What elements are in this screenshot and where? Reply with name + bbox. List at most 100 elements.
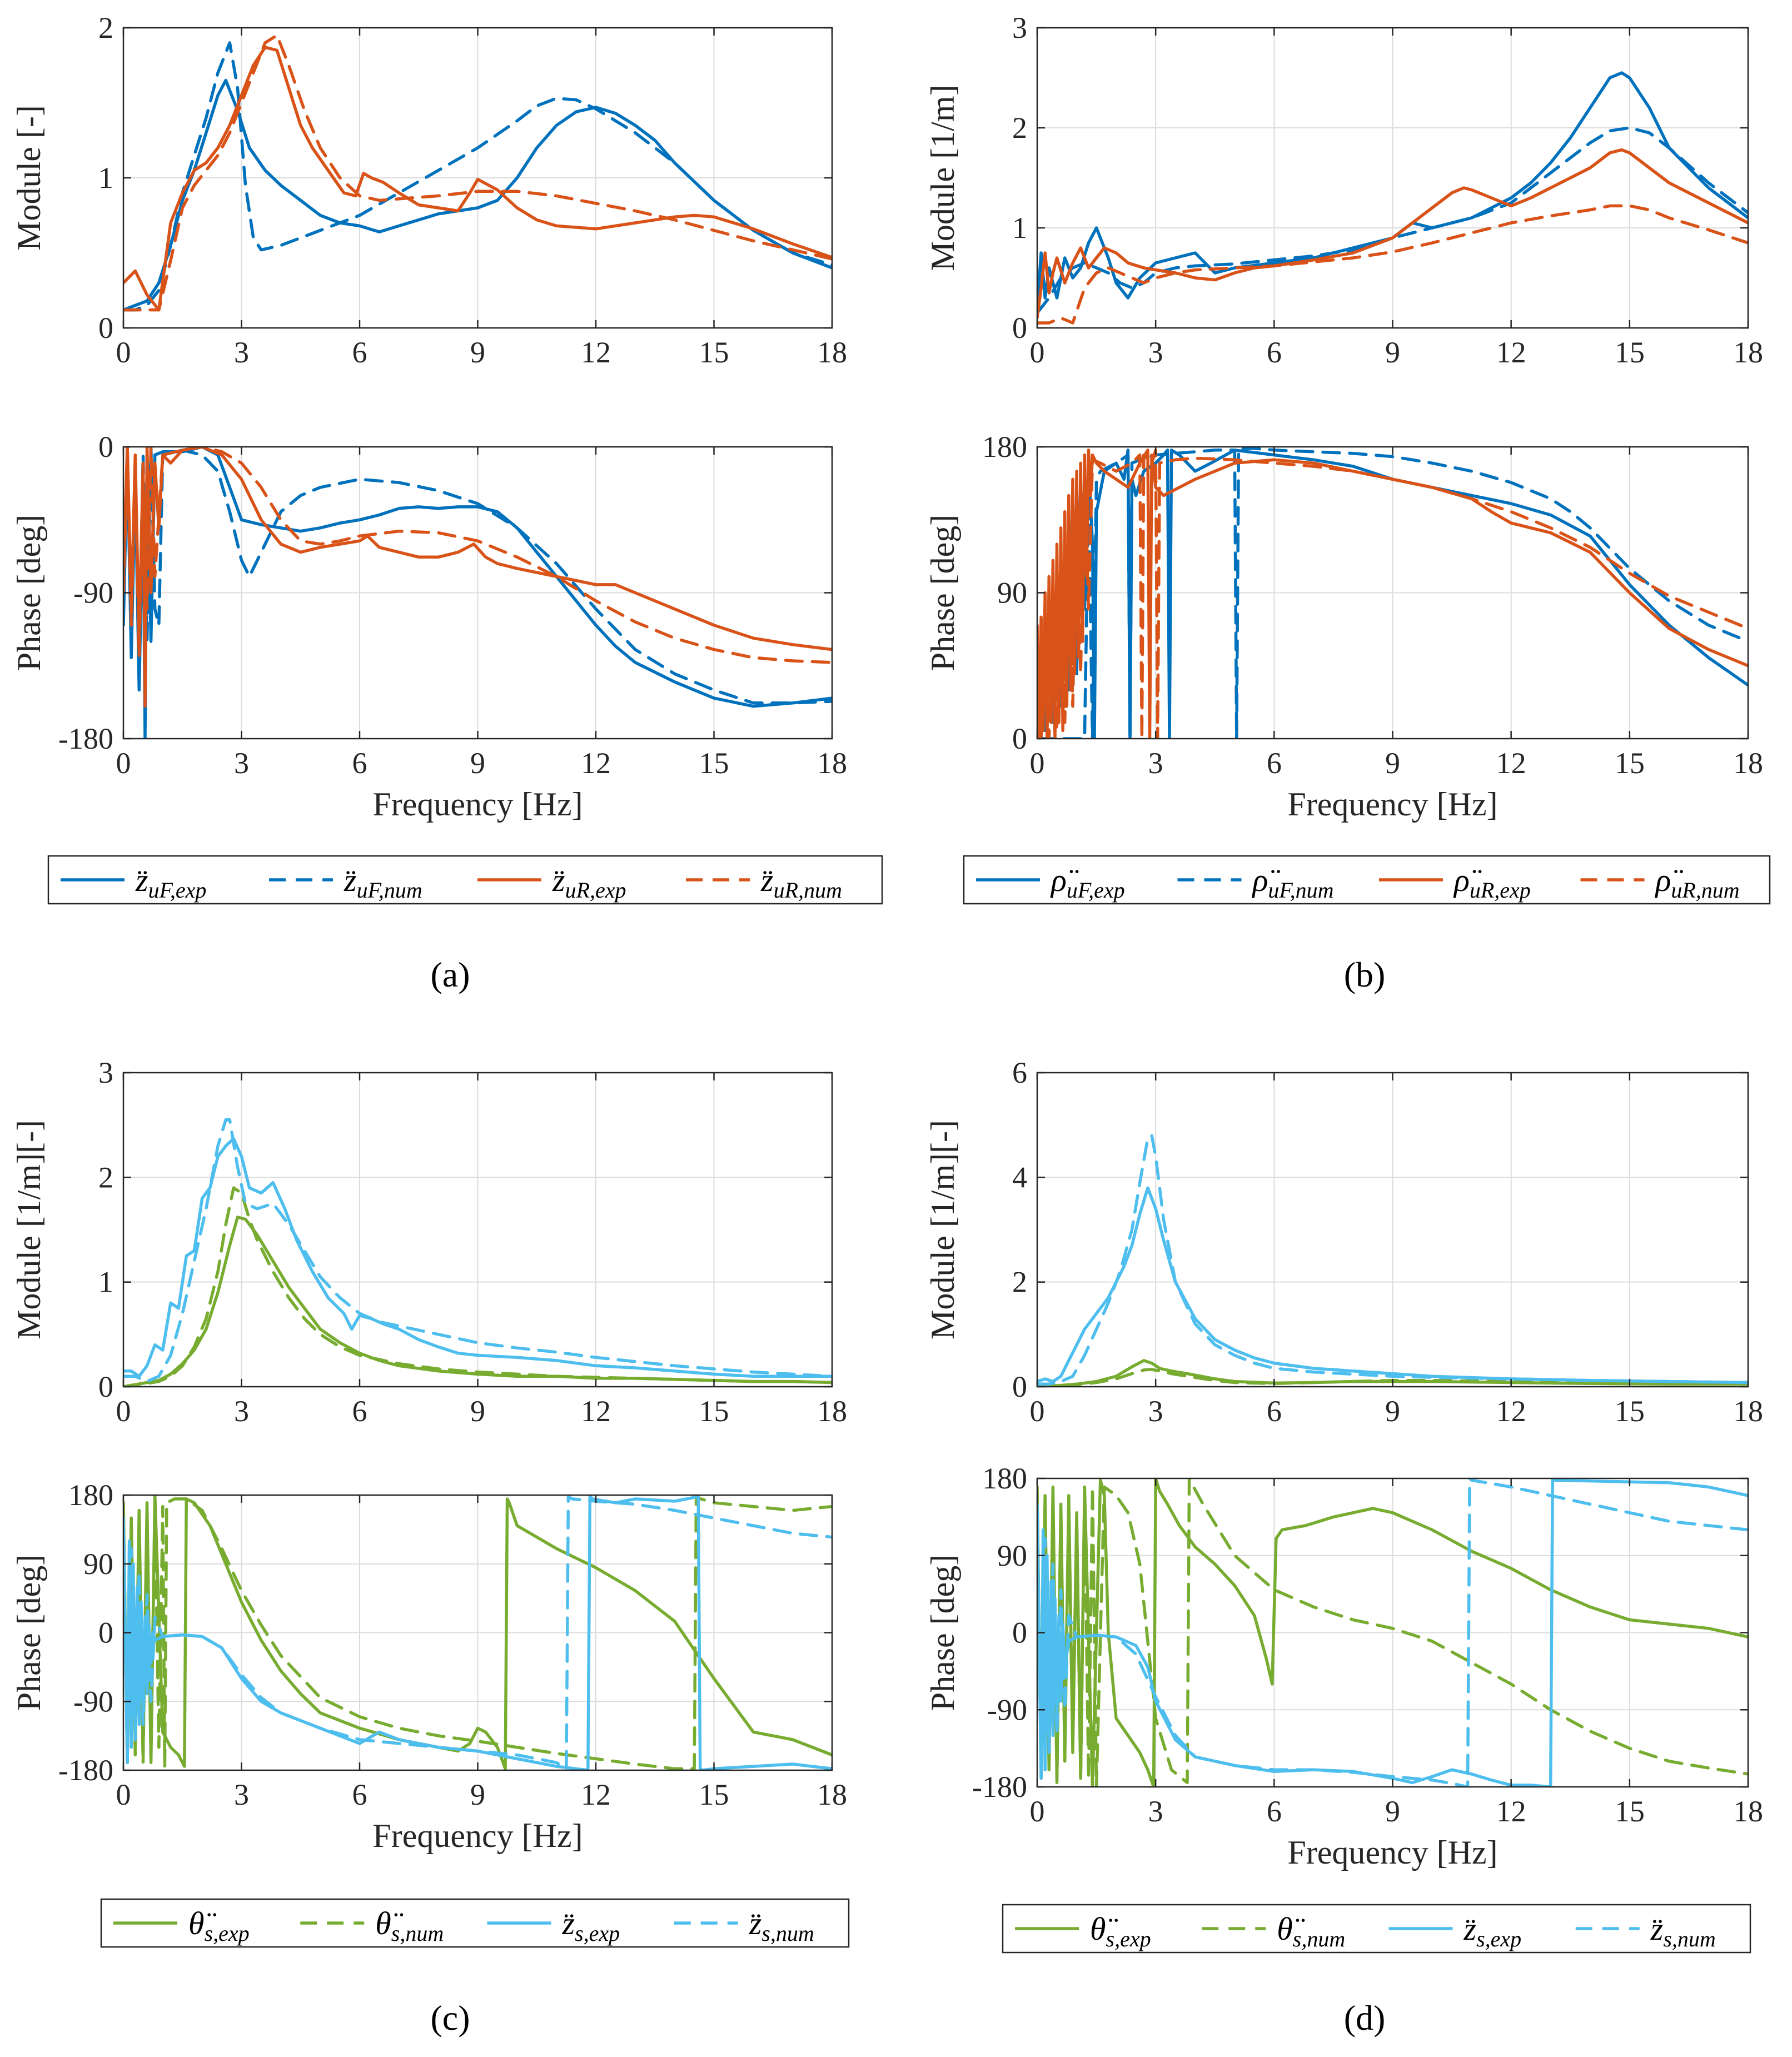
x-tick-label: 6 [1267,336,1282,369]
series-line-zuR-exp [123,46,832,312]
x-tick-label: 6 [352,1394,367,1428]
x-axis-label: Frequency [Hz] [1287,1834,1497,1871]
y-tick-label: -180 [58,722,113,755]
x-tick-label: 3 [1148,336,1163,369]
y-tick-label: 1 [1012,211,1027,245]
legend-entry-label: ρ̈uR,exp [1453,862,1531,903]
y-axis-label: Phase [deg] [924,1555,961,1711]
series-line-s-num [123,1495,832,1770]
y-axis-label: Module [1/m][-] [924,1120,961,1339]
series-group [123,33,832,312]
y-tick-label: -90 [73,576,113,610]
panel-d-module-chart: 0 3 6 9 12 15 18 0 2 4 6 Module [1/m][-] [924,1056,1763,1428]
series-line-zs-exp [1037,1478,1748,1787]
y-tick-label: 0 [1012,1616,1027,1650]
series-line-uF-num [1037,126,1748,315]
panel-label-a: (a) [430,955,470,994]
series-line-uF-num [1037,447,1748,739]
y-tick-label: 0 [98,1370,113,1403]
x-axis-label: Frequency [Hz] [1287,786,1497,823]
y-tick-label: 90 [997,576,1027,610]
y-tick-label: 2 [98,11,113,44]
x-tick-label: 12 [581,746,611,780]
y-axis-label: Module [1/m] [924,85,961,271]
x-tick-label: 9 [1385,1795,1400,1828]
x-tick-label: 6 [1267,1795,1282,1828]
panel-label-d: (d) [1344,1998,1386,2038]
y-axis-label: Module [-] [11,105,47,251]
series-line-zuF-exp [123,78,832,312]
x-tick-label: 18 [817,1778,847,1811]
series-line-uR-num [1037,449,1748,739]
x-tick-label: 9 [470,1394,485,1428]
series-line-zs-num [123,1118,832,1383]
x-tick-label: 3 [1148,746,1163,780]
y-tick-label: 4 [1012,1161,1027,1194]
series-line-uR-num [1037,204,1748,325]
y-tick-label: 0 [98,311,113,345]
y-tick-label: 2 [98,1161,113,1194]
x-tick-label: 3 [234,1394,249,1428]
x-tick-label: 9 [1385,1394,1400,1428]
x-tick-label: 18 [1733,746,1763,780]
y-tick-label: 180 [982,430,1027,464]
series-line-zs-exp [1037,1186,1748,1384]
y-tick-label: 90 [997,1539,1027,1572]
series-group [1037,71,1748,325]
y-tick-label: 180 [68,1478,113,1512]
panel-label-c: (c) [430,1998,470,2038]
series-group [123,1495,832,1770]
series-group [123,1118,832,1387]
y-tick-label: -90 [987,1693,1027,1726]
legend-entry-label: z̈uF,exp [135,862,206,903]
x-tick-label: 6 [1267,1394,1282,1428]
y-axis-label: Phase [deg] [11,1555,47,1711]
x-tick-label: 0 [1030,1394,1045,1428]
x-tick-label: 0 [116,336,131,369]
series-group [123,447,832,739]
y-tick-label: 2 [1012,111,1027,145]
y-tick-label: 3 [1012,11,1027,44]
x-tick-label: 3 [234,746,249,780]
legend-entry-label: z̈s,exp [1464,1911,1522,1951]
series-line-zuR-num [123,447,832,664]
panel-label-b: (b) [1344,955,1386,994]
series-group [1037,447,1748,739]
x-tick-label: 0 [1030,336,1045,369]
series-line-zs-num [1037,1478,1748,1787]
legend-entry-label: θ̈s,num [375,1905,444,1946]
x-tick-label: 15 [699,1394,729,1428]
series-line-zs-num [123,1495,832,1770]
y-tick-label: 1 [98,1266,113,1299]
x-tick-label: 9 [470,1778,485,1811]
legend-b: ρ̈uF,exp ρ̈uF,num ρ̈uR,exp ρ̈uR,num [963,855,1771,905]
legend-entry-label: z̈s,num [749,1905,814,1946]
series-line-zuR-num [123,33,832,312]
series-line-s-num [123,1186,832,1387]
x-tick-label: 18 [1733,1795,1763,1828]
y-tick-label: 0 [98,430,113,464]
series-line-s-exp [123,1495,832,1770]
y-tick-label: 180 [982,1462,1027,1495]
y-tick-label: 6 [1012,1056,1027,1089]
y-axis-label: Phase [deg] [924,515,961,671]
y-tick-label: -180 [58,1754,113,1787]
series-line-uF-exp [1037,71,1748,310]
panel-d-phase-chart: 0 3 6 9 12 15 18 -180 -90 0 90 180 Phase [deg] Freque… [924,1462,1763,1871]
x-tick-label: 18 [817,336,847,369]
legend-entry-label: z̈uR,num [760,862,842,903]
series-line-zuR-exp [123,447,832,708]
y-tick-label: -180 [972,1770,1027,1804]
x-tick-label: 18 [817,1394,847,1428]
y-tick-label: 0 [1012,1370,1027,1403]
x-tick-label: 6 [352,746,367,780]
x-tick-label: 12 [1496,336,1526,369]
y-tick-label: 0 [98,1616,113,1650]
x-tick-label: 6 [352,336,367,369]
series-line-zs-exp [123,1137,832,1378]
x-tick-label: 15 [699,1778,729,1811]
x-tick-label: 18 [1733,1394,1763,1428]
x-tick-label: 0 [1030,746,1045,780]
